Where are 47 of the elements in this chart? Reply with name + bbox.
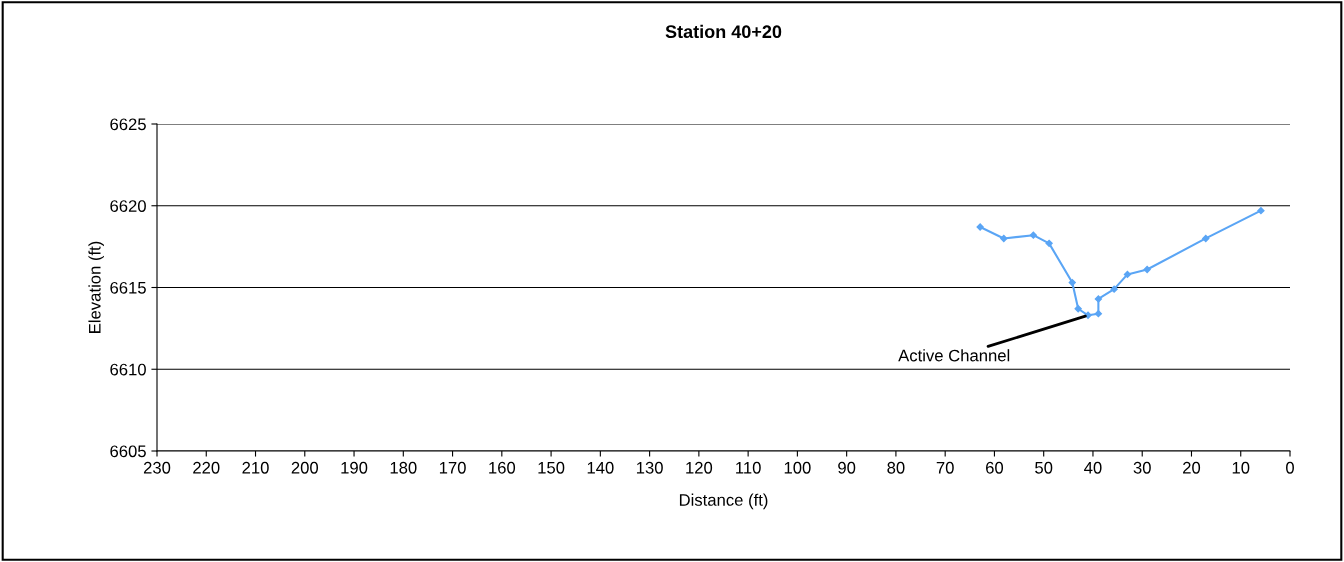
x-tick-label: 230 [143, 461, 171, 474]
point [976, 223, 984, 231]
y-tick-label: 6605 [110, 445, 146, 458]
y-tick-label: 6610 [110, 363, 146, 376]
x-tick-label: 210 [242, 461, 269, 474]
x-tick-label: 120 [686, 461, 713, 474]
x-tick-label: 130 [636, 461, 663, 474]
y-tick-label: 6620 [110, 200, 146, 212]
x-tick-label: 100 [784, 461, 811, 474]
point [1029, 231, 1037, 239]
x-tick-label: 10 [1232, 461, 1250, 474]
x-tick-label: 160 [489, 461, 516, 474]
point [1084, 311, 1092, 319]
x-tick-label: 220 [193, 461, 220, 474]
y-tick-label: 6615 [110, 281, 146, 294]
x-tick-label: 20 [1183, 461, 1201, 474]
x-tick-label: 140 [587, 461, 614, 474]
x-tick-label: 90 [838, 461, 856, 474]
point [1045, 239, 1053, 247]
x-tick-label: 110 [736, 461, 761, 474]
x-tick-label: 80 [887, 461, 905, 474]
point [1068, 278, 1076, 287]
x-tick-label: 150 [538, 461, 565, 474]
y-tick-label: 6625 [110, 118, 146, 131]
x-tick-label: 30 [1133, 461, 1151, 474]
x-tick-label: 180 [390, 461, 417, 474]
x-tick-label: 60 [986, 461, 1004, 474]
y-axis-title: Elevation (ft) [88, 241, 104, 333]
point [1257, 207, 1265, 215]
chart-title: Station 40+20 [665, 24, 782, 39]
point [1000, 234, 1008, 243]
point [1094, 310, 1103, 318]
point [1202, 234, 1210, 243]
x-tick-label: 40 [1084, 461, 1102, 474]
x-tick-label: 70 [936, 461, 954, 474]
point [1110, 285, 1118, 293]
x-tick-label: 170 [439, 461, 466, 474]
x-tick-label: 190 [341, 461, 368, 474]
x-tick-label: 50 [1035, 461, 1053, 474]
point [1123, 270, 1132, 279]
annotation: Active Channel [898, 349, 1010, 362]
point [1074, 305, 1082, 313]
x-tick-label: 200 [291, 461, 319, 474]
x-axis-title: Distance (ft) [679, 493, 768, 510]
point [1094, 295, 1103, 303]
x-tick-label: 0 [1286, 461, 1294, 474]
point [1143, 265, 1151, 274]
